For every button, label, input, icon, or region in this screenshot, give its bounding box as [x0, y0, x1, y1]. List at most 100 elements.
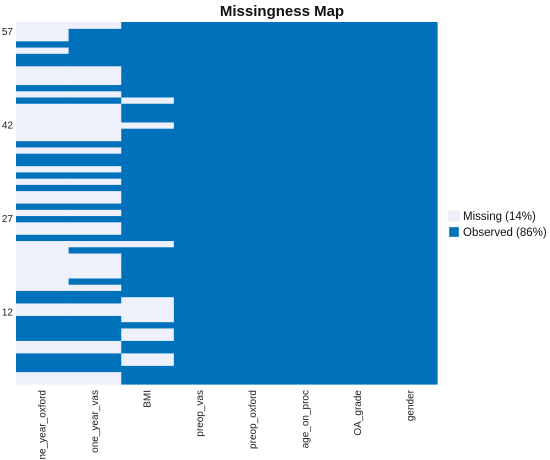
cell-BMI-row-20-observed — [121, 259, 175, 267]
cell-age_on_proc-row-11-observed — [279, 315, 333, 323]
cell-OA_grade-row-23-observed — [331, 240, 385, 248]
cell-one_year_oxford-row-36-observed — [16, 159, 70, 167]
cell-OA_grade-row-33-observed — [331, 178, 385, 185]
cell-BMI-row-41-observed — [121, 128, 175, 135]
cell-age_on_proc-row-12-observed — [279, 309, 333, 316]
cell-BMI-row-34-observed — [121, 171, 175, 179]
cell-one_year_oxford-row-54-missing — [16, 46, 70, 54]
cell-preop_vas-row-20-observed — [173, 259, 228, 267]
cell-OA_grade-row-4-observed — [331, 359, 385, 366]
cell-preop_vas-row-33-observed — [173, 178, 228, 185]
cell-gender-row-20-observed — [384, 259, 438, 267]
cell-BMI-row-35-observed — [121, 165, 175, 173]
cell-BMI-row-22-observed — [121, 246, 175, 254]
cell-preop_vas-row-44-observed — [173, 109, 228, 117]
cell-age_on_proc-row-20-observed — [279, 259, 333, 267]
cell-gender-row-49-observed — [384, 78, 438, 86]
cell-one_year_oxford-row-28-missing — [16, 209, 70, 217]
cell-preop_oxford-row-15-observed — [226, 290, 280, 298]
cell-age_on_proc-row-36-observed — [279, 159, 333, 167]
cell-gender-row-13-observed — [384, 302, 438, 310]
cell-BMI-row-12-missing — [121, 309, 175, 316]
cell-BMI-row-16-observed — [121, 284, 175, 291]
cell-one_year_oxford-row-57-missing — [16, 28, 70, 36]
cell-preop_oxford-row-33-observed — [226, 178, 280, 185]
cell-age_on_proc-row-40-observed — [279, 134, 333, 142]
cell-one_year_vas-row-39-observed — [68, 140, 122, 148]
cell-BMI-row-40-observed — [121, 134, 175, 142]
cell-preop_vas-row-23-observed — [173, 240, 228, 248]
cell-OA_grade-row-37-observed — [331, 153, 385, 160]
cell-preop_oxford-row-14-observed — [226, 296, 280, 304]
cell-one_year_vas-row-25-missing — [68, 227, 122, 235]
cell-one_year_oxford-row-34-observed — [16, 171, 70, 179]
cell-BMI-row-3-observed — [121, 365, 175, 373]
cell-gender-row-12-observed — [384, 309, 438, 316]
cell-age_on_proc-row-49-observed — [279, 78, 333, 86]
cell-gender-row-51-observed — [384, 65, 438, 73]
cell-one_year_oxford-row-3-observed — [16, 365, 70, 373]
cell-age_on_proc-row-44-observed — [279, 109, 333, 117]
cell-one_year_vas-row-22-observed — [68, 246, 122, 254]
cell-BMI-row-24-observed — [121, 234, 175, 242]
cell-age_on_proc-row-16-observed — [279, 284, 333, 291]
cell-gender-row-43-observed — [384, 115, 438, 123]
cell-preop_vas-row-48-observed — [173, 84, 228, 92]
cell-preop_oxford-row-28-observed — [226, 209, 280, 217]
cell-BMI-row-14-missing — [121, 296, 175, 304]
cell-age_on_proc-row-22-observed — [279, 246, 333, 254]
cell-OA_grade-row-32-observed — [331, 184, 385, 192]
cell-OA_grade-row-21-observed — [331, 252, 385, 260]
cell-OA_grade-row-20-observed — [331, 259, 385, 267]
cell-age_on_proc-row-46-observed — [279, 96, 333, 104]
cell-preop_vas-row-58-observed — [173, 22, 228, 29]
cell-one_year_oxford-row-22-missing — [16, 246, 70, 254]
cell-gender-row-1-observed — [384, 377, 438, 385]
cell-one_year_oxford-row-2-missing — [16, 371, 70, 379]
cell-OA_grade-row-51-observed — [331, 65, 385, 73]
cell-one_year_oxford-row-32-observed — [16, 184, 70, 192]
cell-preop_vas-row-42-observed — [173, 121, 228, 129]
cell-OA_grade-row-44-observed — [331, 109, 385, 117]
cell-age_on_proc-row-52-observed — [279, 59, 333, 67]
y-tick-label: 42 — [2, 120, 14, 131]
cell-preop_oxford-row-19-observed — [226, 265, 280, 273]
cell-one_year_vas-row-28-missing — [68, 209, 122, 217]
cell-one_year_vas-row-36-observed — [68, 159, 122, 167]
cell-one_year_oxford-row-50-missing — [16, 71, 70, 79]
cell-gender-row-10-observed — [384, 321, 438, 329]
cell-age_on_proc-row-28-observed — [279, 209, 333, 217]
cell-OA_grade-row-24-observed — [331, 234, 385, 242]
cell-one_year_vas-row-31-missing — [68, 190, 122, 198]
cell-preop_vas-row-6-observed — [173, 346, 228, 354]
cell-OA_grade-row-47-observed — [331, 90, 385, 98]
cell-BMI-row-54-observed — [121, 46, 175, 54]
cell-preop_oxford-row-5-observed — [226, 352, 280, 360]
cell-gender-row-34-observed — [384, 171, 438, 179]
cell-OA_grade-row-31-observed — [331, 190, 385, 198]
cell-BMI-row-52-observed — [121, 59, 175, 67]
cell-age_on_proc-row-4-observed — [279, 359, 333, 366]
cell-one_year_vas-row-44-missing — [68, 109, 122, 117]
cell-one_year_vas-row-18-missing — [68, 271, 122, 279]
cell-one_year_oxford-row-5-observed — [16, 352, 70, 360]
cell-one_year_oxford-row-24-observed — [16, 234, 70, 242]
cell-BMI-row-26-observed — [121, 221, 175, 229]
cell-BMI-row-37-observed — [121, 153, 175, 160]
cell-preop_vas-row-50-observed — [173, 71, 228, 79]
cell-age_on_proc-row-27-observed — [279, 215, 333, 223]
cell-one_year_vas-row-17-observed — [68, 277, 122, 285]
cell-age_on_proc-row-42-observed — [279, 121, 333, 129]
cell-gender-row-48-observed — [384, 84, 438, 92]
cell-preop_oxford-row-1-observed — [226, 377, 280, 385]
cell-age_on_proc-row-21-observed — [279, 252, 333, 260]
cell-preop_oxford-row-35-observed — [226, 165, 280, 173]
x-tick-label-BMI: BMI — [143, 390, 154, 408]
cell-BMI-row-32-observed — [121, 184, 175, 192]
cell-preop_vas-row-22-observed — [173, 246, 228, 254]
cell-OA_grade-row-8-observed — [331, 334, 385, 341]
cell-preop_vas-row-27-observed — [173, 215, 228, 223]
cell-preop_vas-row-36-observed — [173, 159, 228, 167]
cell-preop_oxford-row-43-observed — [226, 115, 280, 123]
